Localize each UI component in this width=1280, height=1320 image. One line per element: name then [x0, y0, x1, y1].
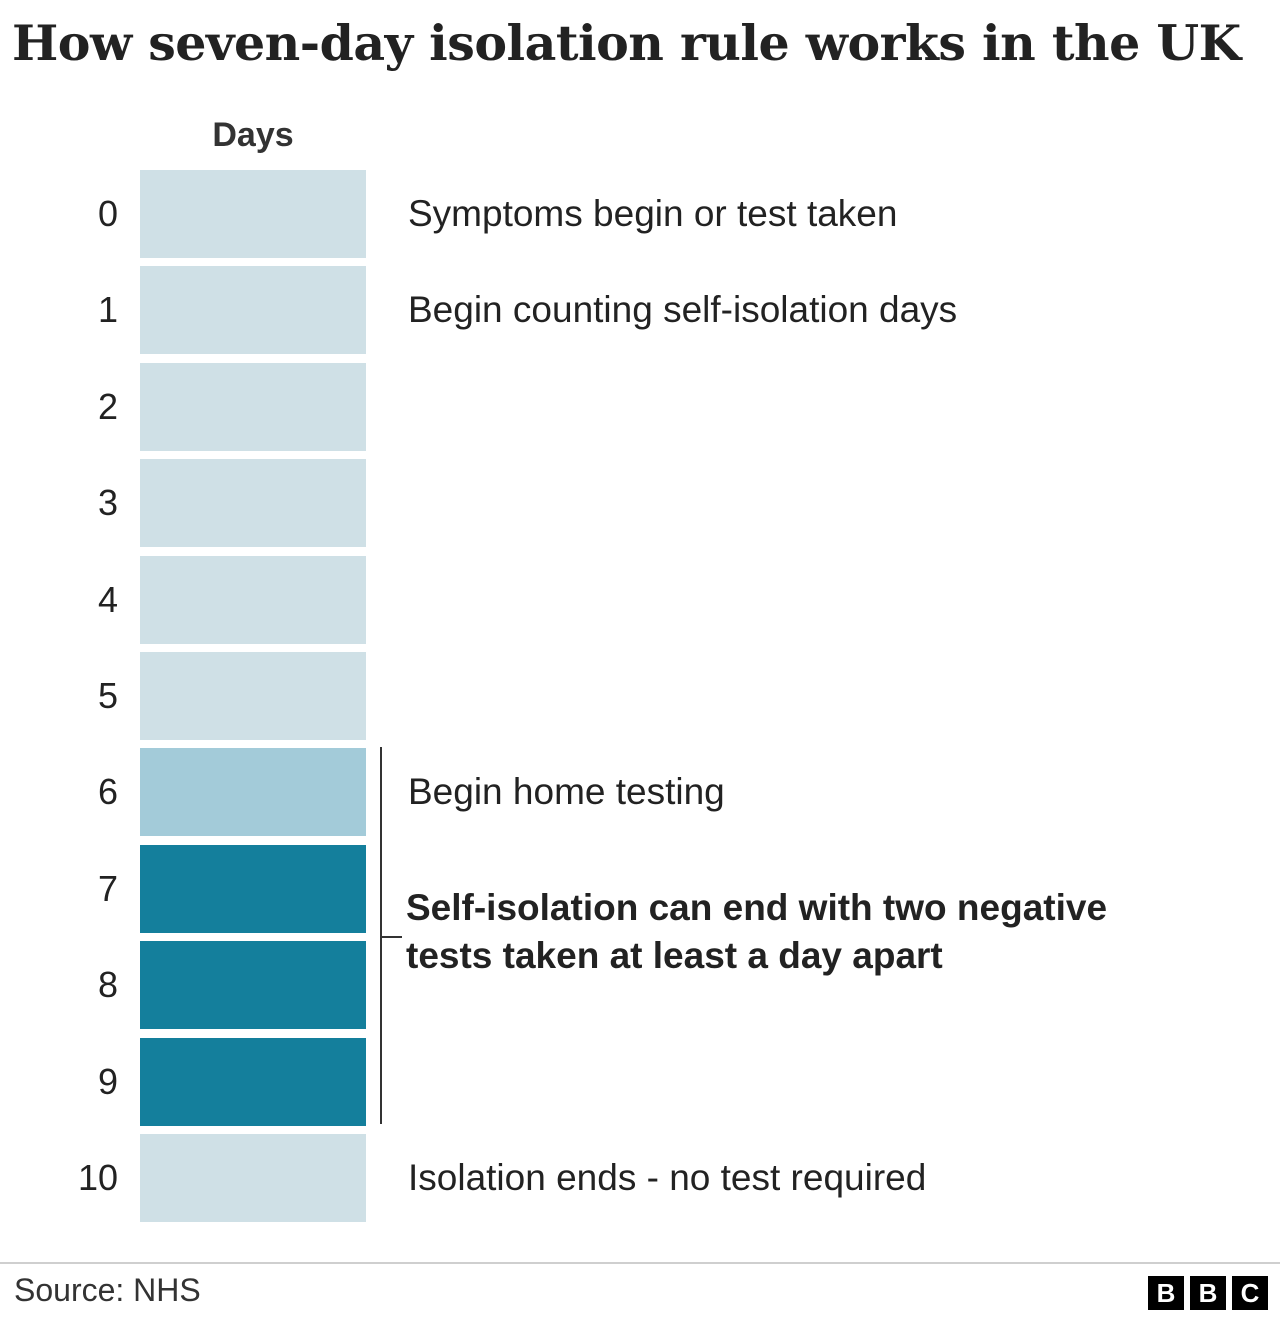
day-number: 7: [97, 867, 118, 909]
day-number: 3: [97, 482, 118, 524]
day-row: 3: [0, 459, 1280, 548]
day-number: 4: [97, 578, 118, 620]
day-row: 9: [0, 1037, 1280, 1126]
day-row: 7: [0, 844, 1280, 933]
chart-title: How seven-day isolation rule works in th…: [12, 14, 1241, 72]
day-block-dark: [140, 1037, 366, 1126]
day-row: 2: [0, 362, 1280, 451]
bracket-vertical-line: [380, 747, 382, 1124]
day-row: 10 Isolation ends - no test required: [0, 1134, 1280, 1222]
day-block-light: [140, 266, 366, 355]
day-row: 6 Begin home testing: [0, 748, 1280, 837]
logo-letter-c: C: [1232, 1276, 1268, 1310]
day-number: 6: [97, 771, 118, 813]
day-note: Begin counting self-isolation days: [408, 289, 958, 331]
day-number: 10: [77, 1157, 118, 1198]
day-number: 5: [97, 675, 118, 716]
bracket-annotation-line-2: tests taken at least a day apart: [406, 935, 943, 976]
day-block-light: [140, 1134, 366, 1222]
day-number: 2: [97, 385, 118, 427]
days-column-header: Days: [212, 116, 294, 154]
bbc-logo: B B C: [1148, 1276, 1268, 1310]
day-note: Isolation ends - no test required: [408, 1157, 927, 1198]
day-block-medium: [140, 748, 366, 837]
day-note: Begin home testing: [408, 771, 725, 813]
day-block-dark: [140, 941, 366, 1030]
day-block-light: [140, 459, 366, 548]
bracket-annotation: Self-isolation can end with two negative…: [406, 884, 1266, 980]
day-row: 1 Begin counting self-isolation days: [0, 266, 1280, 355]
day-row: 4: [0, 555, 1280, 644]
day-number: 0: [97, 193, 118, 234]
day-block-light: [140, 555, 366, 644]
logo-letter-b1: B: [1148, 1276, 1184, 1310]
day-block-dark: [140, 844, 366, 933]
day-block-light: [140, 170, 366, 258]
bracket-tick: [380, 936, 402, 938]
day-block-light: [140, 362, 366, 451]
footer-divider: [0, 1262, 1280, 1264]
day-note: Symptoms begin or test taken: [408, 193, 898, 234]
source-label: Source: NHS: [14, 1272, 201, 1308]
logo-letter-b2: B: [1190, 1276, 1226, 1310]
day-number: 1: [97, 289, 118, 331]
bracket-annotation-line-1: Self-isolation can end with two negative: [406, 887, 1108, 928]
day-row: 0 Symptoms begin or test taken: [0, 170, 1280, 258]
day-number: 8: [97, 964, 118, 1006]
day-row: 5: [0, 652, 1280, 740]
day-row: 8: [0, 941, 1280, 1030]
day-block-light: [140, 652, 366, 740]
day-number: 9: [97, 1060, 118, 1102]
